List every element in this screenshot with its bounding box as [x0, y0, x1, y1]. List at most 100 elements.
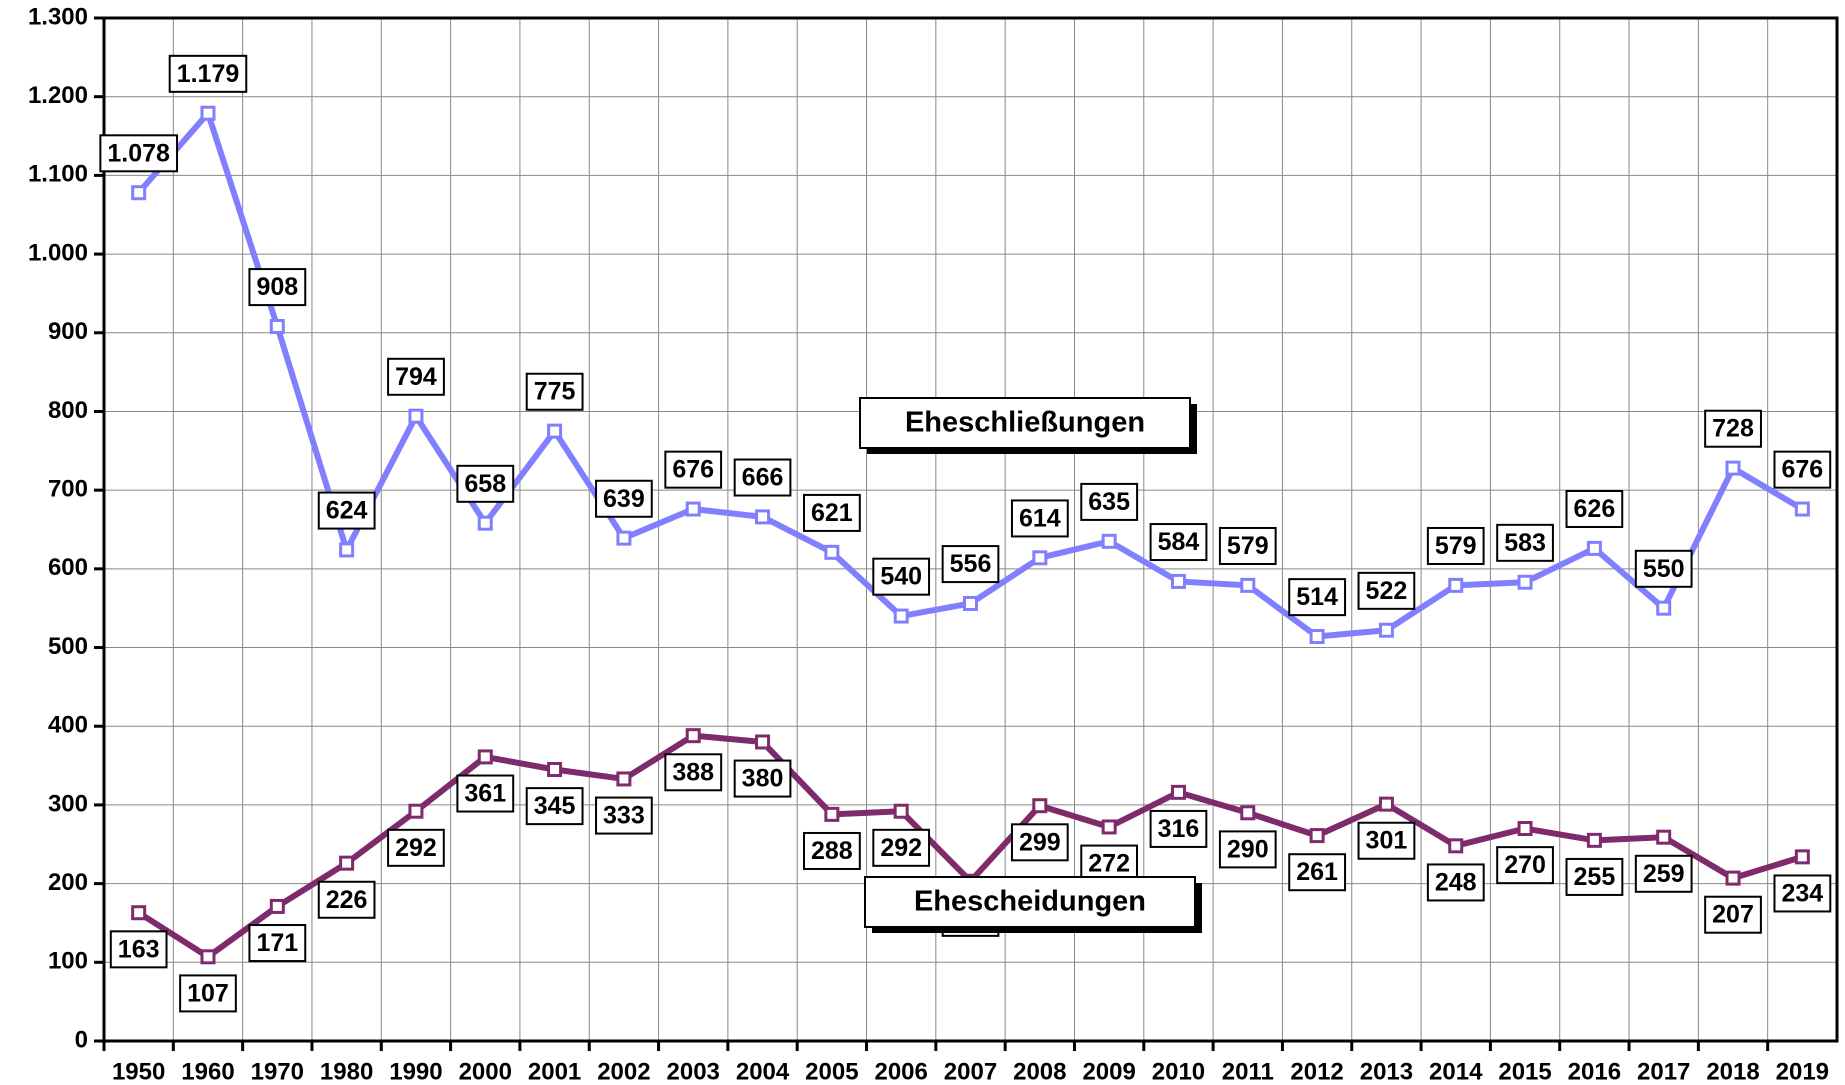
data-label: 107: [187, 979, 229, 1007]
marker: [1101, 533, 1117, 549]
label-box: [872, 828, 931, 867]
data-label: 540: [880, 563, 922, 591]
x-tick-label: 2017: [1637, 1058, 1690, 1085]
marker: [408, 803, 424, 819]
label-box: [248, 268, 307, 307]
data-label-box: 626: [1565, 489, 1624, 528]
label-box: [595, 479, 653, 518]
label-box: [1218, 526, 1277, 565]
label-box: [387, 357, 445, 396]
data-label: 522: [1366, 577, 1408, 605]
marker: [1517, 574, 1533, 590]
data-label: 171: [256, 929, 298, 957]
data-label: 728: [1712, 415, 1754, 443]
marker: [339, 855, 355, 871]
x-tick-label: 2006: [874, 1058, 927, 1085]
data-label: 261: [1296, 858, 1338, 886]
x-tick-label: 2009: [1082, 1058, 1135, 1085]
x-tick-label: 2011: [1222, 1058, 1274, 1085]
data-label-box: 794: [387, 357, 445, 396]
data-label: 775: [534, 378, 576, 406]
marker: [1448, 838, 1464, 854]
y-tick-label: 400: [48, 712, 88, 739]
data-label: 292: [880, 834, 922, 862]
marker: [1378, 622, 1394, 638]
label-box: [525, 372, 584, 411]
marker: [1725, 460, 1741, 476]
x-tick-label: 1960: [181, 1058, 234, 1085]
marker: [755, 509, 771, 525]
label-box: [317, 880, 376, 919]
marker: [1586, 832, 1602, 848]
x-tick-label: 1970: [251, 1058, 304, 1085]
data-label-box: 550: [1634, 549, 1693, 588]
marker: [1656, 600, 1672, 616]
data-label: 584: [1158, 528, 1200, 556]
data-label: 676: [672, 456, 714, 484]
data-label: 290: [1227, 835, 1269, 863]
data-label-box: 163: [109, 930, 168, 969]
data-label-box: 579: [1426, 526, 1485, 565]
marker: [1794, 849, 1810, 865]
label-box: [99, 134, 179, 173]
label-box: [1010, 823, 1069, 862]
data-label-box: 292: [872, 828, 931, 867]
legend-label: Ehescheidungen: [914, 886, 1146, 918]
data-label: 361: [464, 780, 506, 808]
marker: [200, 105, 216, 121]
marker: [616, 530, 632, 546]
x-tick-label: 2013: [1360, 1058, 1413, 1085]
y-tick-label: 100: [48, 948, 88, 975]
marker: [1240, 805, 1256, 821]
data-label-box: 1.078: [99, 134, 179, 173]
x-tick-label: 2015: [1498, 1058, 1551, 1085]
label-box: [1357, 571, 1416, 610]
y-tick-label: 900: [48, 318, 88, 345]
data-label: 270: [1504, 851, 1546, 879]
x-tick-label: 2003: [667, 1058, 720, 1085]
data-label-box: 540: [872, 557, 931, 596]
data-label-box: 171: [248, 924, 307, 963]
data-label: 621: [811, 499, 853, 527]
data-label: 614: [1019, 504, 1061, 532]
label-box: [456, 774, 515, 813]
data-label-box: 270: [1496, 846, 1554, 885]
data-label-box: 226: [317, 880, 376, 919]
data-label-box: 583: [1496, 523, 1554, 562]
x-tick-label: 1950: [112, 1058, 165, 1085]
marker: [339, 542, 355, 558]
marker: [200, 949, 216, 965]
data-label: 1.078: [107, 139, 170, 167]
data-label-box: 635: [1080, 482, 1139, 521]
label-box: [525, 787, 584, 826]
label-box: [168, 54, 248, 93]
label-box: [1288, 853, 1347, 892]
data-label-box: 676: [1773, 450, 1832, 489]
data-label: 1.179: [177, 60, 240, 88]
data-label: 234: [1781, 879, 1823, 907]
data-label: 388: [672, 758, 714, 786]
data-label: 316: [1158, 815, 1200, 843]
data-label: 380: [742, 765, 784, 793]
marker: [1725, 870, 1741, 886]
marker: [824, 544, 840, 560]
marker: [755, 734, 771, 750]
label-box: [1288, 578, 1347, 617]
label-box: [317, 491, 376, 530]
data-label: 635: [1088, 488, 1130, 516]
label-box: [1010, 499, 1069, 538]
marker: [1170, 784, 1186, 800]
data-label-box: 676: [664, 450, 723, 489]
marker: [1309, 629, 1325, 645]
marker: [1101, 819, 1117, 835]
x-tick-label: 2010: [1152, 1058, 1205, 1085]
y-tick-label: 0: [75, 1026, 88, 1053]
data-label-box: 556: [941, 545, 1000, 584]
y-tick-label: 200: [48, 869, 88, 896]
data-label: 658: [464, 470, 506, 498]
x-tick-label: 2008: [1013, 1058, 1066, 1085]
label-box: [248, 924, 307, 963]
data-label: 579: [1435, 532, 1477, 560]
data-label-box: 290: [1218, 830, 1277, 869]
label-box: [1426, 526, 1485, 565]
